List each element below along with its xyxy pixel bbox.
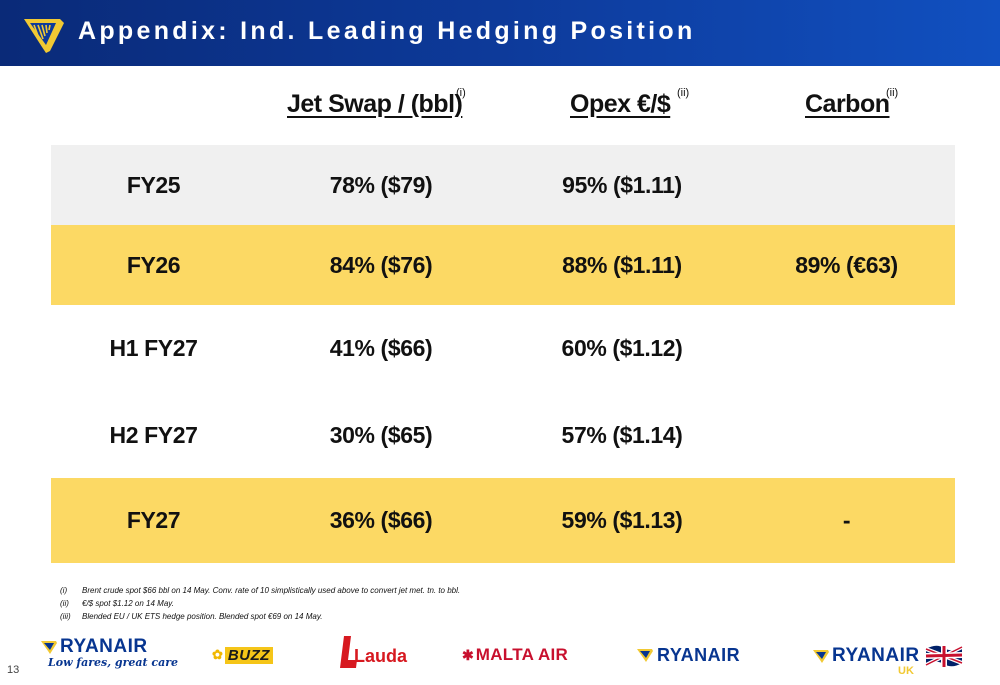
row-jet-swap: 78% ($79): [329, 171, 433, 198]
row-period: H1 FY27: [109, 335, 198, 361]
row-jet-swap: 30% ($65): [329, 421, 433, 448]
row-carbon: -: [842, 507, 851, 533]
harp-icon: [637, 649, 653, 662]
harp-icon: [813, 650, 829, 663]
row-opex: 57% ($1.14): [561, 421, 683, 448]
column-note-carbon: (ii): [886, 87, 899, 99]
column-note-jet-swap: (i): [456, 87, 466, 99]
column-note-opex: (ii): [677, 87, 690, 99]
row-carbon: [738, 145, 955, 225]
ryanair-logo: RYANAIR Low fares, great care: [40, 636, 178, 672]
page-number: 13: [7, 664, 20, 676]
bee-icon: ✿: [212, 647, 223, 662]
ryanair-harp-logo: [24, 19, 64, 53]
footnote-mark: (iii): [60, 612, 71, 621]
maltese-cross-icon: ✱: [462, 646, 474, 663]
row-opex: 95% ($1.11): [562, 171, 682, 198]
footnote-text: €/$ spot $1.12 on 14 May.: [82, 599, 174, 608]
table-row: FY25 78% ($79) 95% ($1.11): [51, 145, 955, 225]
footnote-mark: (i): [60, 586, 68, 595]
ryanair-logo-2: RYANAIR: [636, 640, 740, 670]
row-carbon: 89% (€63): [795, 251, 898, 278]
row-jet-swap: 36% ($66): [329, 507, 433, 533]
table-row: H2 FY27 30% ($65) 57% ($1.14): [51, 392, 955, 478]
lauda-logo: Lauda: [338, 632, 407, 672]
buzz-logo: ✿ BUZZ: [212, 640, 273, 670]
row-opex: 59% ($1.13): [561, 507, 683, 533]
table-row: H1 FY27 41% ($66) 60% ($1.12): [51, 305, 955, 392]
row-jet-swap: 41% ($66): [329, 335, 433, 361]
ryanair-uk-logo: RYANAIR UK: [812, 636, 964, 677]
column-header-jet-swap: Jet Swap / (bbl): [287, 90, 463, 118]
row-period: H2 FY27: [109, 421, 198, 448]
footnote-text: Brent crude spot $66 bbl on 14 May. Conv…: [82, 586, 461, 595]
column-header-opex: Opex €/$: [570, 90, 671, 118]
footnote: (i) Brent crude spot $66 bbl on 14 May. C…: [60, 586, 460, 595]
malta-air-logo: ✱ MALTA AIR: [462, 645, 569, 664]
union-jack-flag-icon: [924, 645, 963, 667]
row-jet-swap: 84% ($76): [329, 251, 433, 278]
row-period: FY27: [126, 507, 181, 533]
footnote: (iii) Blended EU / UK ETS hedge position.…: [60, 612, 322, 621]
row-opex: 60% ($1.12): [561, 335, 683, 361]
row-carbon: [738, 392, 955, 478]
table-row: FY26 84% ($76) 88% ($1.11) 89% (€63): [51, 225, 955, 305]
footnote-text: Blended EU / UK ETS hedge position. Blen…: [82, 612, 323, 621]
lauda-l-icon: [340, 636, 357, 668]
column-header-carbon: Carbon: [805, 90, 890, 118]
row-period: FY26: [126, 251, 181, 278]
harp-icon: [41, 641, 57, 654]
row-opex: 88% ($1.11): [562, 251, 682, 278]
footnote: (ii) €/$ spot $1.12 on 14 May.: [60, 599, 174, 608]
footnote-mark: (ii): [60, 599, 69, 608]
header-banner: Appendix: Ind. Leading Hedging Position: [0, 0, 1000, 66]
ryanair-tagline: Low fares, great care: [48, 656, 179, 669]
row-carbon: [738, 305, 955, 392]
row-period: FY25: [126, 171, 181, 198]
uk-suffix: UK: [898, 665, 914, 677]
table-row: FY27 36% ($66) 59% ($1.13) -: [51, 478, 955, 563]
page-title: Appendix: Ind. Leading Hedging Position: [78, 17, 696, 45]
